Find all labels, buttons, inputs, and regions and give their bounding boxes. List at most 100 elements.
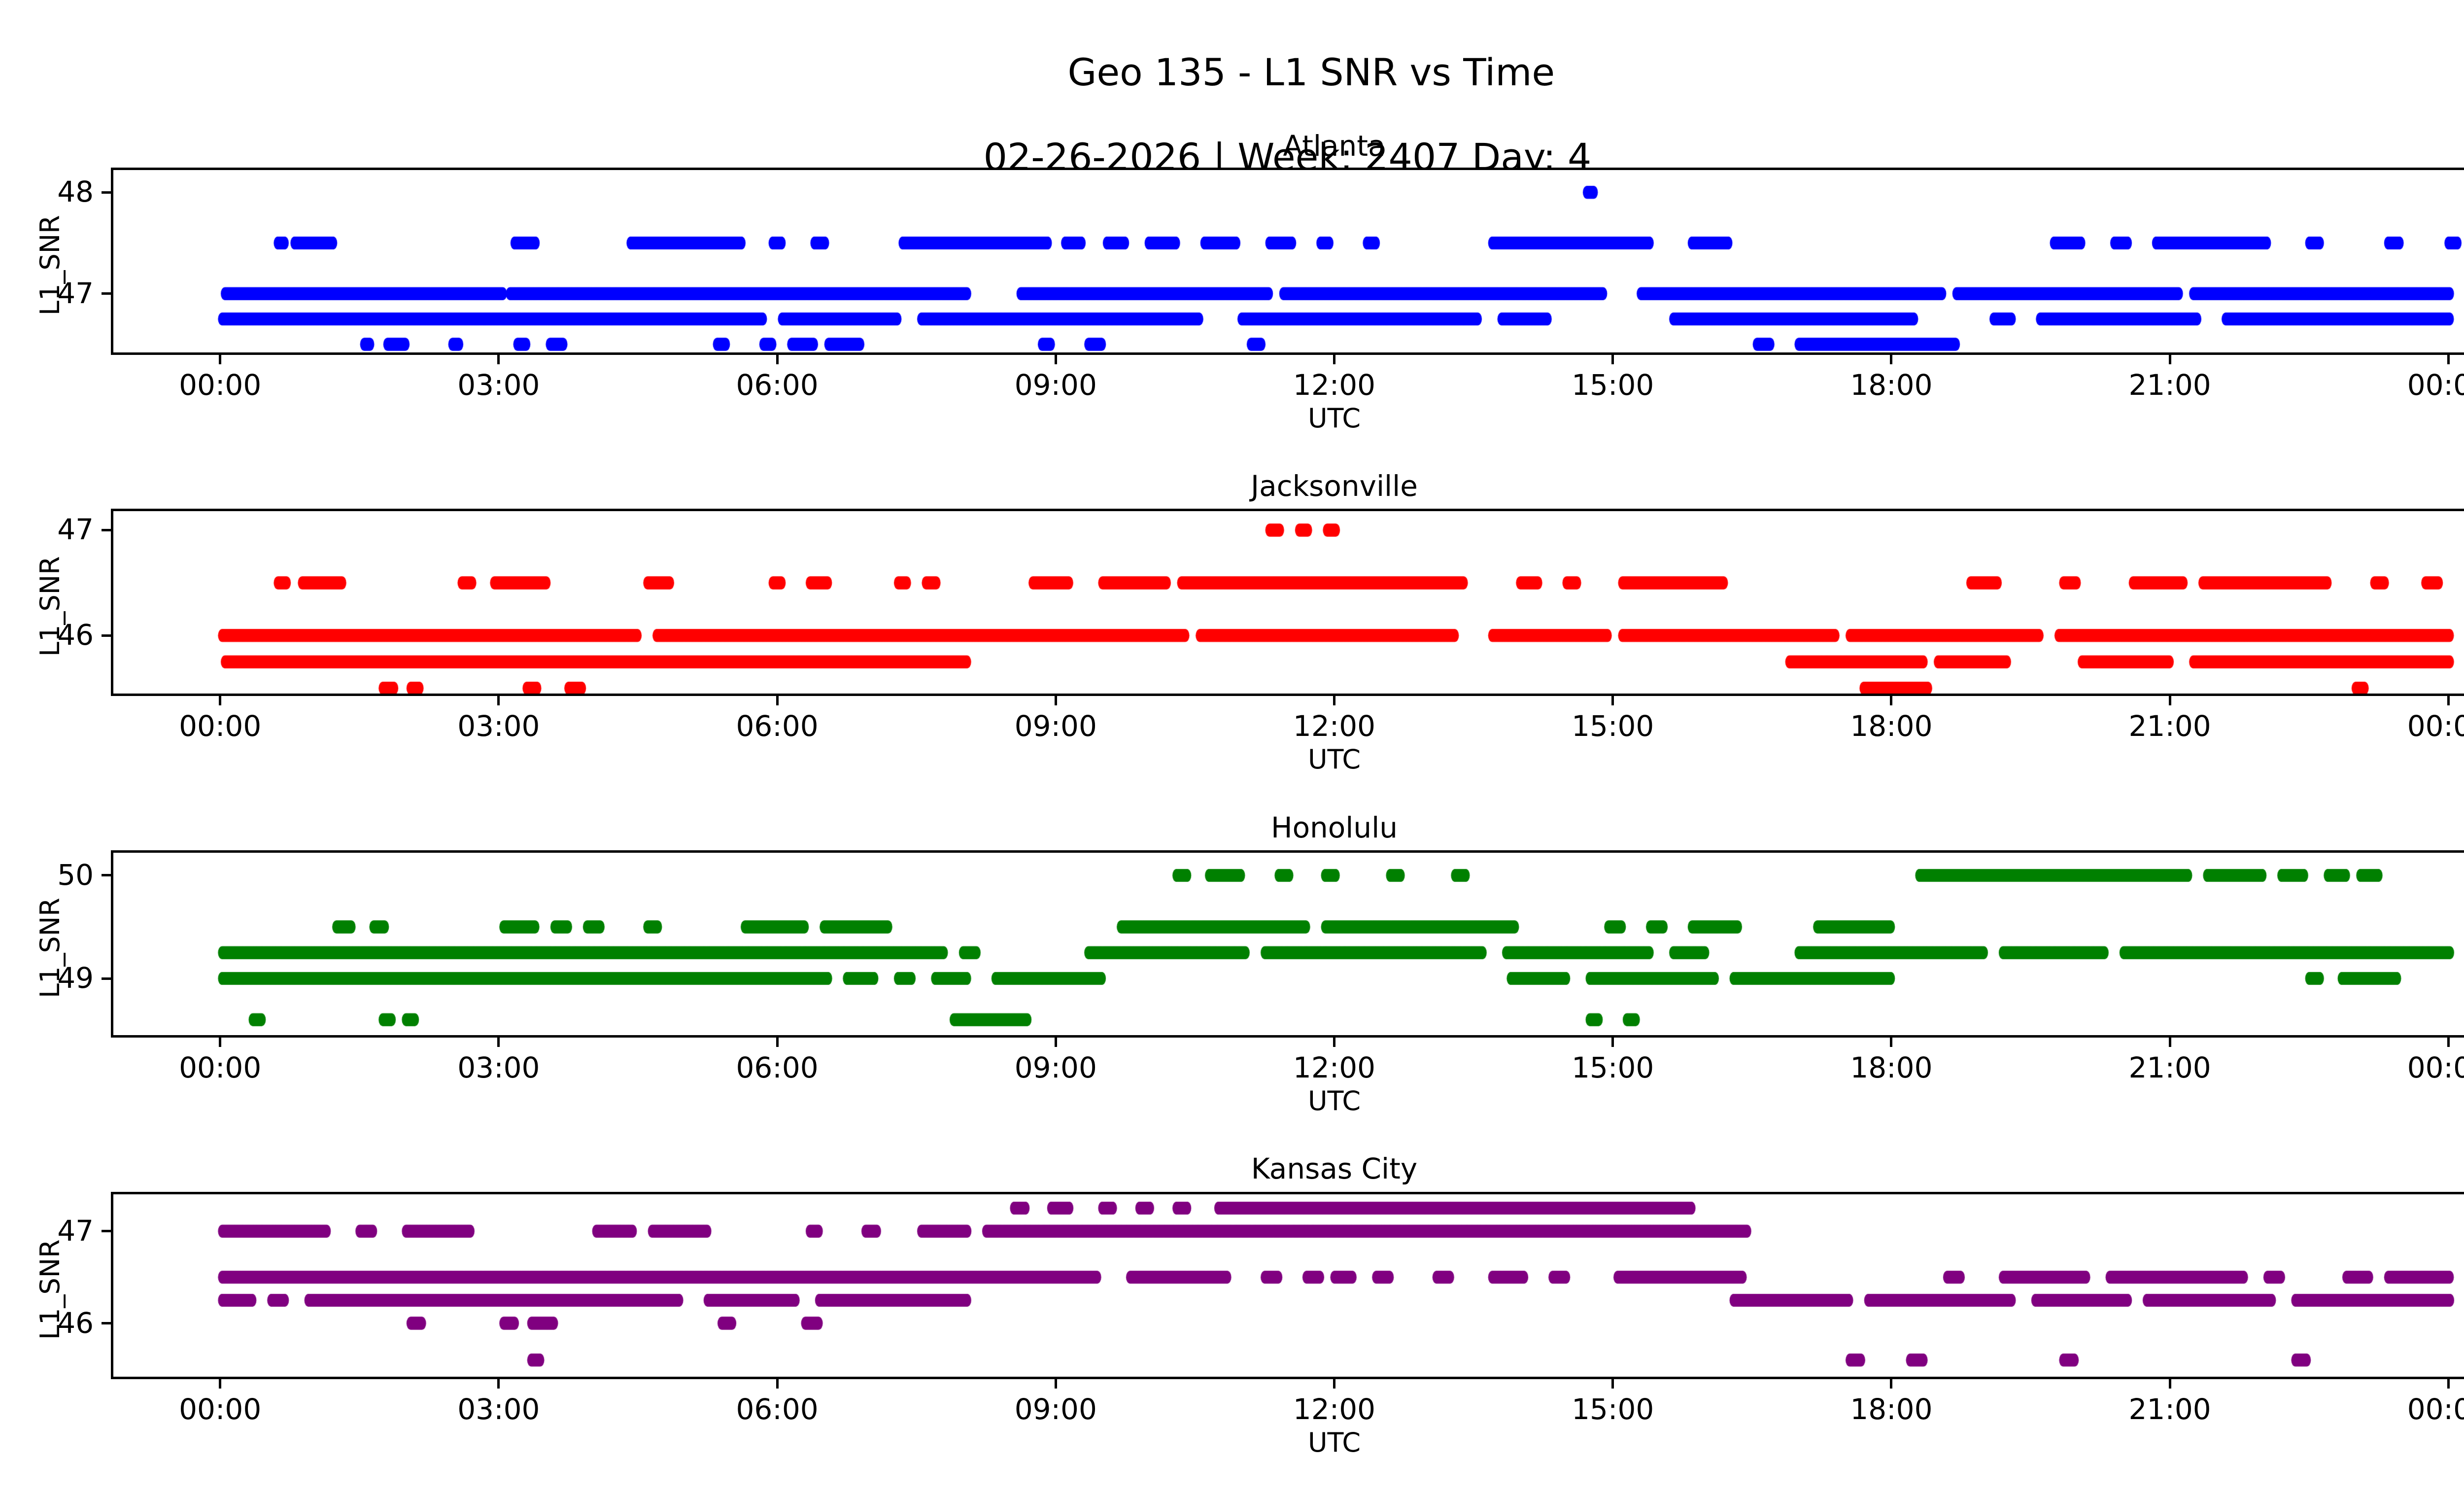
y-tick-mark	[102, 1322, 111, 1325]
x-tick-label: 00:00	[2407, 368, 2464, 402]
x-tick-label: 09:00	[1014, 709, 1097, 743]
x-tick-mark	[1054, 1038, 1057, 1047]
x-tick-mark	[497, 355, 500, 364]
x-tick-label: 09:00	[1014, 1051, 1097, 1084]
x-tick-mark	[1611, 1038, 1614, 1047]
x-tick-mark	[1890, 1038, 1893, 1047]
x-tick-label: 06:00	[736, 368, 819, 402]
x-tick-mark	[219, 355, 222, 364]
x-axis-label-jacksonville: UTC	[1307, 744, 1361, 775]
plot-area-atlanta	[111, 168, 2464, 355]
x-tick-label: 18:00	[1850, 1392, 1933, 1426]
x-tick-mark	[1333, 1379, 1335, 1389]
x-tick-label: 06:00	[736, 1051, 819, 1084]
x-tick-mark	[1333, 355, 1335, 364]
x-tick-mark	[219, 696, 222, 705]
subplot-title-kansas-city: Kansas City	[1251, 1152, 1418, 1185]
y-tick-label: 46	[57, 618, 94, 652]
x-tick-mark	[219, 1038, 222, 1047]
x-tick-label: 12:00	[1293, 368, 1376, 402]
x-tick-mark	[497, 696, 500, 705]
x-tick-label: 00:00	[179, 368, 262, 402]
subplot-title-atlanta: Atlanta	[1283, 129, 1386, 163]
y-tick-mark	[102, 634, 111, 637]
scatter-canvas-kansas-city	[113, 1194, 2464, 1377]
x-tick-label: 15:00	[1572, 1051, 1654, 1084]
x-tick-label: 00:00	[179, 1051, 262, 1084]
x-tick-mark	[1054, 696, 1057, 705]
x-tick-label: 21:00	[2128, 368, 2211, 402]
x-tick-label: 21:00	[2128, 1051, 2211, 1084]
x-tick-label: 15:00	[1572, 1392, 1654, 1426]
x-tick-label: 18:00	[1850, 709, 1933, 743]
x-tick-label: 00:00	[2407, 709, 2464, 743]
x-tick-mark	[2447, 355, 2450, 364]
x-tick-mark	[776, 1038, 779, 1047]
y-tick-mark	[102, 528, 111, 531]
x-tick-label: 09:00	[1014, 1392, 1097, 1426]
x-tick-mark	[776, 1379, 779, 1389]
x-tick-mark	[776, 696, 779, 705]
x-tick-mark	[1333, 1038, 1335, 1047]
x-tick-mark	[1054, 355, 1057, 364]
x-tick-label: 03:00	[457, 709, 540, 743]
x-tick-label: 06:00	[736, 1392, 819, 1426]
y-tick-label: 47	[57, 1214, 94, 1248]
x-tick-mark	[1333, 696, 1335, 705]
y-tick-mark	[102, 292, 111, 295]
y-tick-mark	[102, 874, 111, 877]
x-tick-mark	[2447, 696, 2450, 705]
x-tick-label: 21:00	[2128, 1392, 2211, 1426]
x-tick-label: 15:00	[1572, 709, 1654, 743]
x-tick-label: 12:00	[1293, 709, 1376, 743]
x-tick-label: 15:00	[1572, 368, 1654, 402]
x-tick-mark	[2168, 355, 2171, 364]
x-tick-mark	[497, 1038, 500, 1047]
x-tick-mark	[219, 1379, 222, 1389]
y-tick-label: 49	[57, 961, 94, 995]
x-tick-mark	[2168, 696, 2171, 705]
x-tick-label: 12:00	[1293, 1051, 1376, 1084]
subplot-title-honolulu: Honolulu	[1270, 811, 1398, 844]
scatter-canvas-atlanta	[113, 170, 2464, 352]
x-tick-label: 03:00	[457, 368, 540, 402]
x-tick-label: 00:00	[179, 1392, 262, 1426]
x-axis-label-atlanta: UTC	[1307, 403, 1361, 434]
x-tick-mark	[1890, 355, 1893, 364]
scatter-canvas-jacksonville	[113, 511, 2464, 694]
x-tick-label: 00:00	[2407, 1051, 2464, 1084]
figure-title-line1: Geo 135 - L1 SNR vs Time	[1067, 50, 1555, 94]
x-tick-label: 18:00	[1850, 368, 1933, 402]
x-tick-mark	[1054, 1379, 1057, 1389]
y-tick-mark	[102, 191, 111, 194]
x-tick-mark	[776, 355, 779, 364]
y-tick-mark	[102, 1230, 111, 1233]
plot-area-kansas-city	[111, 1192, 2464, 1379]
y-tick-label: 47	[57, 276, 94, 310]
plot-area-jacksonville	[111, 509, 2464, 696]
x-tick-mark	[2168, 1038, 2171, 1047]
x-tick-label: 03:00	[457, 1392, 540, 1426]
x-tick-mark	[1611, 355, 1614, 364]
y-tick-label: 48	[57, 175, 94, 209]
x-tick-mark	[2168, 1379, 2171, 1389]
x-tick-label: 00:00	[179, 709, 262, 743]
x-tick-label: 21:00	[2128, 709, 2211, 743]
subplot-title-jacksonville: Jacksonville	[1251, 469, 1418, 503]
x-tick-label: 18:00	[1850, 1051, 1933, 1084]
scatter-canvas-honolulu	[113, 853, 2464, 1035]
x-tick-label: 03:00	[457, 1051, 540, 1084]
x-tick-mark	[1890, 1379, 1893, 1389]
x-axis-label-honolulu: UTC	[1307, 1085, 1361, 1116]
x-axis-label-kansas-city: UTC	[1307, 1427, 1361, 1458]
x-tick-label: 00:00	[2407, 1392, 2464, 1426]
plot-area-honolulu	[111, 850, 2464, 1038]
x-tick-label: 06:00	[736, 709, 819, 743]
y-tick-label: 47	[57, 513, 94, 547]
y-tick-label: 50	[57, 858, 94, 892]
x-tick-label: 09:00	[1014, 368, 1097, 402]
x-tick-mark	[2447, 1379, 2450, 1389]
y-tick-label: 46	[57, 1306, 94, 1340]
x-tick-mark	[497, 1379, 500, 1389]
